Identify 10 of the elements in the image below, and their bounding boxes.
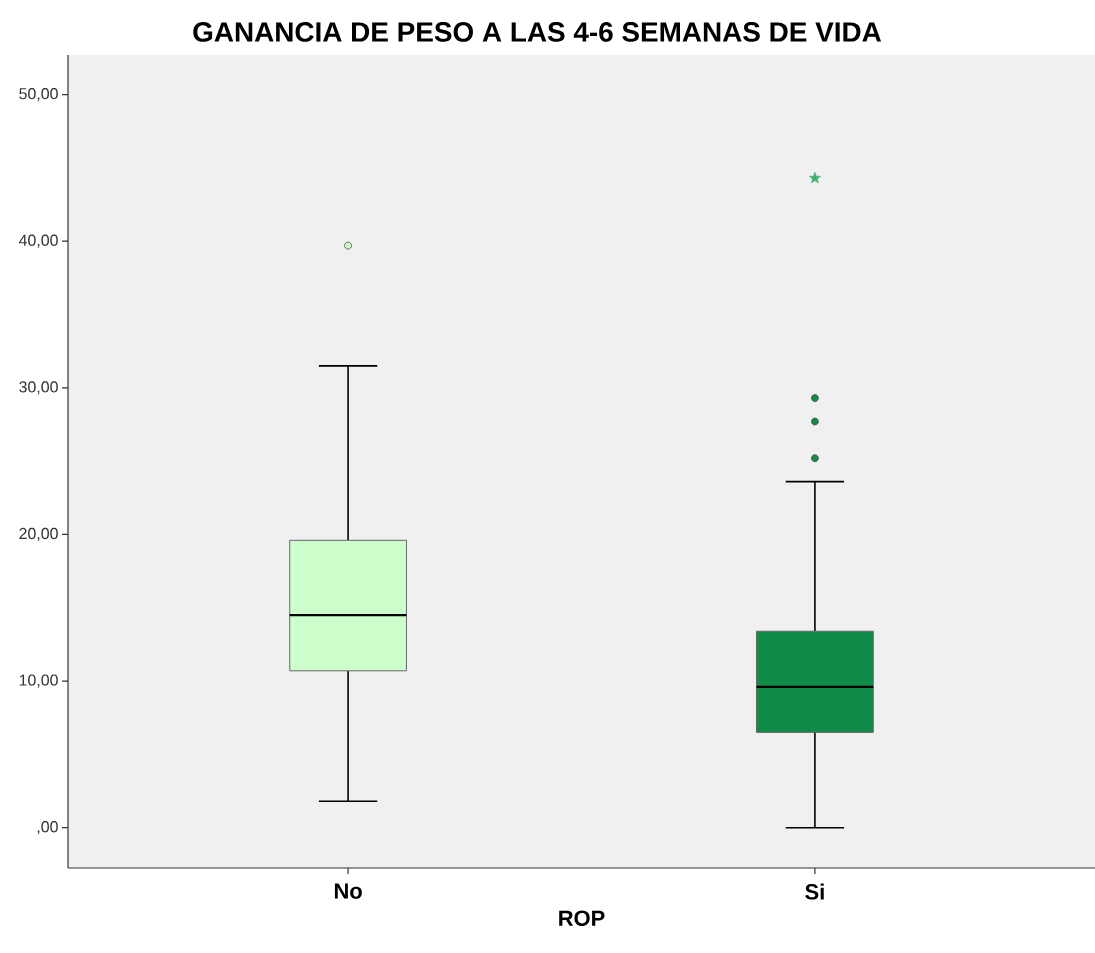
chart-title: GANANCIA DE PESO A LAS 4-6 SEMANAS DE VIDA: [193, 22, 882, 42]
y-tick-label: 50,00: [19, 88, 58, 102]
x-axis-title: ROP: [559, 910, 605, 926]
y-tick-label: 40,00: [18, 234, 58, 248]
y-tick-label: 20,00: [19, 527, 58, 542]
y-tick-label: 30,00: [19, 381, 58, 395]
y-tick-label: ,00: [37, 821, 58, 835]
y-tick-label: 10,00: [19, 674, 58, 688]
x-tick-label: No: [334, 883, 362, 899]
x-tick-label: Si: [805, 883, 824, 900]
